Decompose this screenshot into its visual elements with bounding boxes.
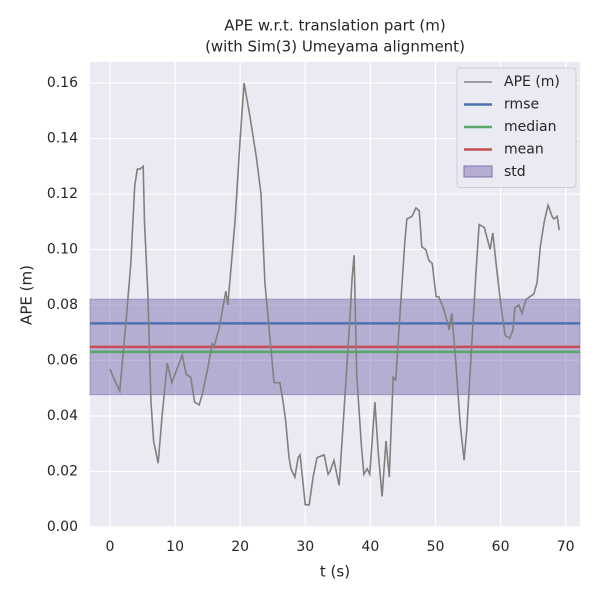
y-axis-label: APE (m) — [18, 265, 36, 325]
legend-label: rmse — [504, 97, 539, 113]
legend-label: median — [504, 119, 556, 135]
x-tick-label: 60 — [492, 539, 510, 555]
x-tick-label: 70 — [557, 539, 575, 555]
y-tick-label: 0.10 — [47, 242, 78, 258]
y-tick-label: 0.00 — [47, 519, 78, 535]
x-tick-label: 0 — [106, 539, 115, 555]
y-tick-label: 0.14 — [47, 131, 78, 147]
y-tick-label: 0.02 — [47, 464, 78, 480]
y-tick-label: 0.04 — [47, 408, 78, 424]
x-tick-label: 50 — [427, 539, 445, 555]
chart-title: APE w.r.t. translation part (m) — [224, 17, 445, 35]
legend-box — [456, 67, 577, 188]
x-tick-label: 20 — [231, 539, 249, 555]
chart-subtitle: (with Sim(3) Umeyama alignment) — [205, 38, 465, 56]
legend-label: std — [504, 164, 526, 180]
y-tick-label: 0.16 — [47, 75, 78, 91]
legend-label: APE (m) — [504, 74, 560, 90]
legend-label: mean — [504, 142, 544, 158]
x-tick-label: 30 — [296, 539, 314, 555]
y-tick-label: 0.12 — [47, 186, 78, 202]
x-tick-label: 40 — [361, 539, 379, 555]
ape-line — [109, 82, 560, 506]
x-axis-label: t (s) — [320, 563, 350, 581]
legend-swatch — [463, 165, 493, 178]
x-tick-label: 10 — [166, 539, 184, 555]
y-tick-label: 0.06 — [47, 353, 78, 369]
y-tick-label: 0.08 — [47, 297, 78, 313]
